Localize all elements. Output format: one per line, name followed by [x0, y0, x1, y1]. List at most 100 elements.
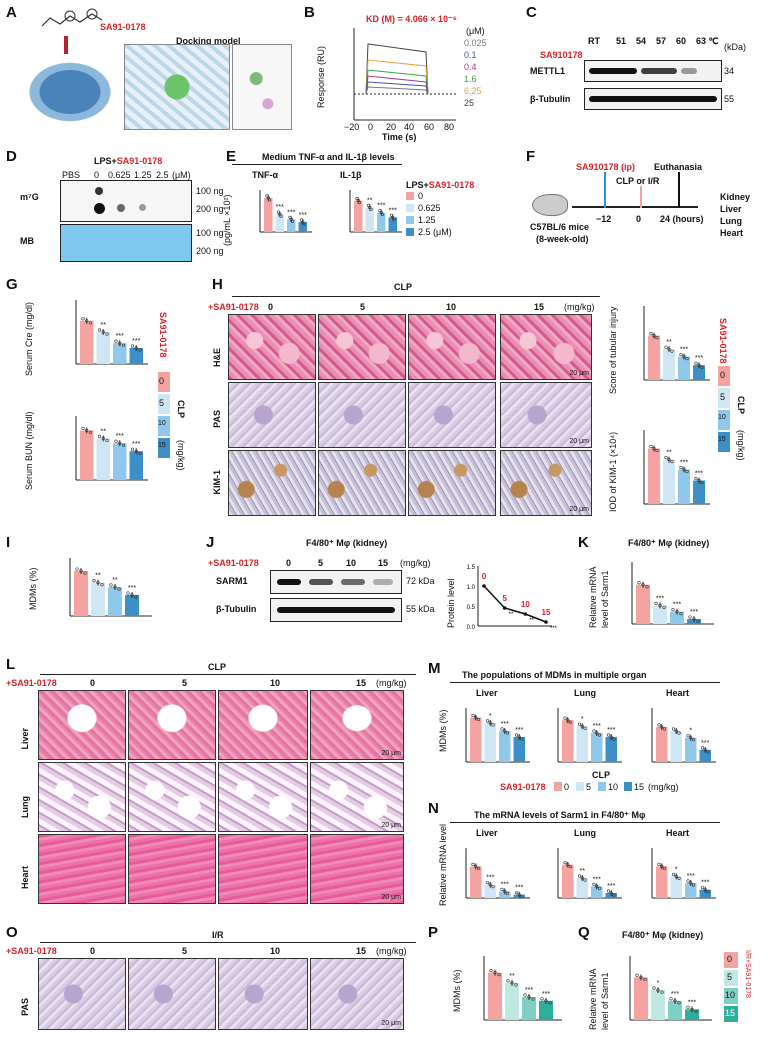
- significance-stars: ***: [695, 471, 703, 478]
- data-point: [531, 997, 535, 1001]
- spr-xtick: 40: [404, 122, 415, 132]
- data-point: [514, 891, 519, 895]
- data-point: [568, 865, 573, 869]
- j-dose-prefix: +SA91-0178: [208, 558, 259, 568]
- tick-label: 0.5: [467, 605, 476, 611]
- bar-1: [275, 214, 284, 232]
- dose-point-label: 0: [482, 572, 487, 581]
- kim1-image-10: [408, 450, 496, 516]
- data-point: [706, 750, 710, 754]
- cetsa-temp: 54: [636, 36, 647, 46]
- data-point: [491, 723, 495, 727]
- significance-stars: ***: [593, 723, 601, 730]
- data-point: [643, 977, 647, 981]
- sarm1-lung-chart: ********: [557, 848, 622, 899]
- data-point: [649, 331, 653, 336]
- legend-swatch: [406, 228, 414, 236]
- significance-stars: ***: [276, 204, 284, 211]
- ir-pas-image-0: [38, 958, 126, 1030]
- lung-image-10: [218, 762, 308, 832]
- data-point: [696, 619, 700, 623]
- significance-stars: **: [666, 450, 672, 457]
- bar-2: [113, 343, 127, 364]
- l-dose: 15: [356, 678, 367, 688]
- bar-1: [576, 878, 588, 898]
- data-point: [592, 729, 596, 733]
- m-organ: Heart: [666, 688, 690, 698]
- legend-item: 0: [418, 191, 424, 201]
- data-point: [138, 348, 142, 352]
- data-point: [671, 727, 676, 731]
- significance-stars: ***: [128, 585, 136, 592]
- bar-2: [678, 356, 690, 380]
- data-point: [563, 716, 567, 720]
- j-ylabel: Protein level: [446, 578, 456, 628]
- data-point: [134, 449, 138, 453]
- data-point: [703, 748, 707, 752]
- time-label: −12: [596, 214, 612, 224]
- data-point: [677, 876, 681, 880]
- pas-image-5: [318, 382, 406, 448]
- panel-label-f: F: [526, 148, 536, 165]
- bar-1: [484, 722, 496, 762]
- lung-image-0: [38, 762, 126, 832]
- bar-0: [80, 320, 94, 364]
- significance-stars: ***: [673, 602, 681, 609]
- p-ylabel: MDMs (%): [452, 969, 462, 1013]
- bar-1: [505, 982, 519, 1020]
- data-point: [583, 878, 587, 882]
- m-legend-dose: 5: [586, 782, 592, 792]
- data-point: [595, 884, 599, 888]
- j-blot-sarm1: SARM1: [216, 576, 248, 586]
- significance-stars: ***: [690, 609, 698, 616]
- panel-label-c: C: [526, 4, 537, 21]
- arrow-euthanasia-icon: [678, 172, 680, 208]
- panel-label-g: G: [6, 276, 18, 293]
- dot-amount: 200 ng: [196, 204, 224, 214]
- bar-2: [685, 883, 697, 898]
- panel-label-k: K: [578, 534, 589, 551]
- significance-stars: ***: [593, 876, 601, 883]
- spr-xtick: 0: [368, 122, 374, 132]
- blot-label-tubulin: β-Tubulin: [530, 94, 571, 104]
- arrow-compound-icon: [604, 172, 606, 208]
- data-point: [474, 715, 478, 720]
- cetsa-temp: 60: [676, 36, 687, 46]
- kim-ylabel: IOD of KIM-1 (×10⁴): [608, 431, 618, 512]
- data-point: [493, 971, 497, 975]
- bar-0: [634, 977, 648, 1020]
- data-point: [649, 444, 653, 449]
- data-point: [652, 446, 656, 451]
- significance-stars: **: [529, 618, 534, 624]
- data-point: [357, 200, 362, 205]
- data-point: [686, 734, 690, 738]
- data-point: [476, 866, 481, 870]
- data-point: [656, 988, 660, 992]
- significance-stars: **: [580, 868, 586, 875]
- heart-image-10: [218, 834, 308, 904]
- data-point: [662, 866, 667, 870]
- j-dose: 5: [318, 558, 324, 568]
- spr-unit: (μM): [466, 26, 485, 36]
- n-title: The mRNA levels of Sarm1 in F4/80⁺ Mφ: [474, 810, 646, 820]
- tick-label: 1.5: [467, 565, 476, 571]
- data-point: [686, 879, 690, 883]
- data-point: [290, 219, 295, 224]
- significance-stars: ***: [287, 209, 295, 216]
- data-point: [664, 455, 668, 460]
- data-point: [497, 973, 501, 977]
- il-label: IL-1β: [340, 170, 362, 180]
- significance-stars: **: [509, 973, 515, 980]
- panel-label-i: I: [6, 534, 11, 551]
- dose-point-label: 10: [521, 600, 530, 609]
- he-image-15: 20 μm: [500, 314, 592, 380]
- significance-stars: ***: [680, 459, 688, 466]
- mouse-icon: [532, 194, 568, 216]
- ir-pas-image-10: [218, 958, 308, 1030]
- q-legend-title: I/R+SA91-0178: [744, 950, 751, 999]
- data-point: [703, 888, 707, 892]
- n-organ: Heart: [666, 828, 690, 838]
- spr-xtick: 60: [424, 122, 435, 132]
- data-point: [485, 881, 490, 885]
- j-dose: 0: [286, 558, 292, 568]
